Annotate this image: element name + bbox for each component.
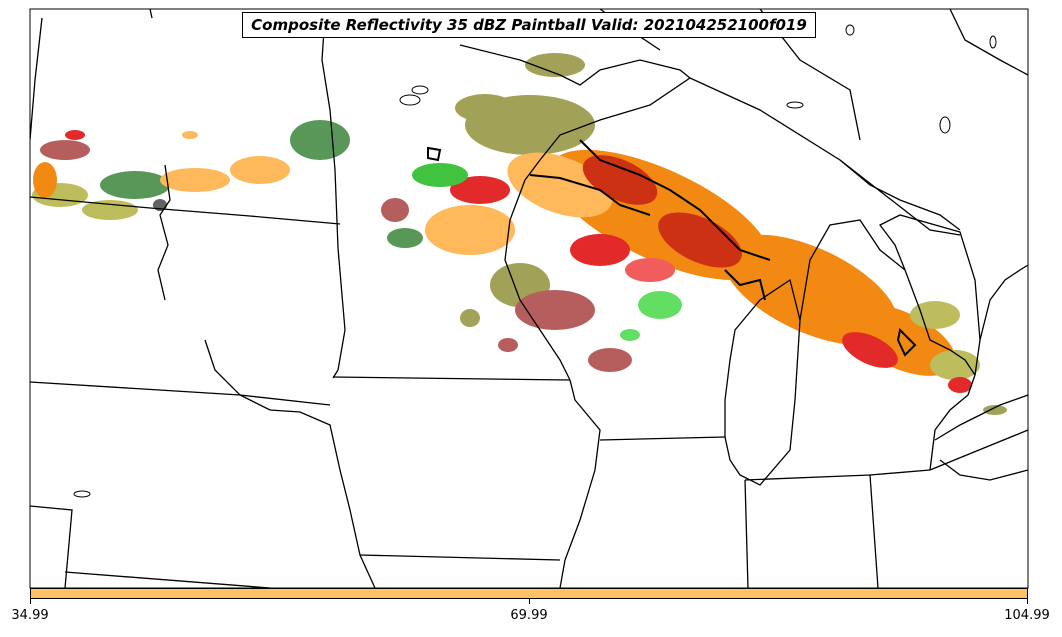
map-title: Composite Reflectivity 35 dBZ Paintball … <box>242 12 816 38</box>
colorbar-tick-mark-right <box>1027 599 1028 604</box>
colorbar-tick-label-mid: 69.99 <box>510 608 548 623</box>
colorbar-tick-label-max: 104.99 <box>1004 608 1050 623</box>
boundary-lines <box>30 9 1028 588</box>
colorbar-tick-mark-mid <box>529 599 530 604</box>
peninsula-outlines <box>427 139 917 357</box>
colorbar-tick-mark-left <box>30 599 31 604</box>
colorbar <box>30 588 1028 599</box>
reflectivity-blobs <box>32 53 1007 415</box>
small-lakes <box>73 24 997 498</box>
colorbar-tick-label-min: 34.99 <box>11 608 49 623</box>
